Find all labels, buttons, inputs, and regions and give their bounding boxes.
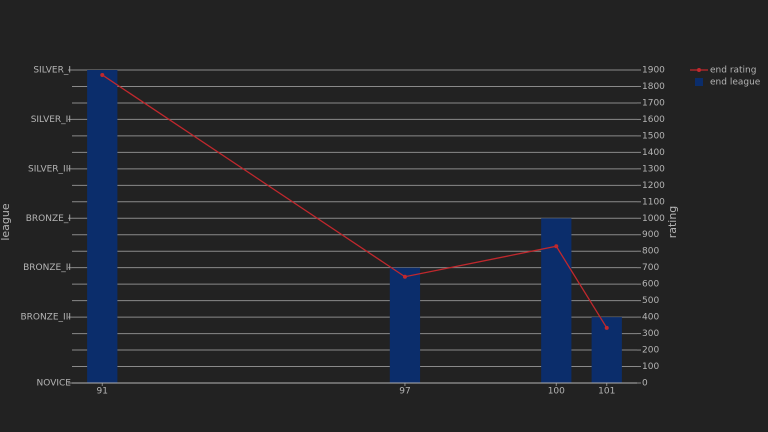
x-tick-label: 91 [97,387,108,397]
y-tick-label: BRONZE_I [26,214,71,224]
line-point [554,244,559,249]
x-tick-label: 100 [548,387,565,397]
y2-tick-label: 1900 [642,66,665,76]
bar [389,267,421,383]
y2-tick-label: 200 [642,346,659,356]
y-tick-label: BRONZE_III [20,313,71,323]
y2-tick-label: 1100 [642,197,665,207]
legend-label: end rating [710,66,756,76]
y2-tick-label: 900 [642,230,659,240]
line-point [100,72,105,77]
y2-tick-label: 1500 [642,131,665,141]
y-tick-label: BRONZE_II [23,263,71,273]
y-tick-label: SILVER_II [31,115,71,125]
line-point [604,325,609,330]
x-tick-label: 101 [598,387,615,397]
y2-tick-label: 100 [642,362,659,372]
legend-swatch [697,68,701,72]
x-tick-label: 97 [399,387,410,397]
y2-axis-title: rating [666,206,679,239]
y2-tick-label: 1700 [642,98,665,108]
y2-tick-label: 700 [642,263,659,273]
y2-tick-label: 1600 [642,115,665,125]
y-tick-label: SILVER_III [28,164,71,174]
y2-tick-label: 1400 [642,148,665,158]
legend-label: end league [710,78,761,88]
bar [87,70,118,383]
y2-tick-label: 1800 [642,82,665,92]
y2-tick-label: 400 [642,313,659,323]
y2-tick-label: 1000 [642,214,665,224]
y2-tick-label: 1200 [642,181,665,191]
y2-tick-label: 500 [642,296,659,306]
line-point [402,274,407,279]
y-tick-label: NOVICE [37,379,72,389]
y2-tick-label: 0 [642,379,648,389]
y2-tick-label: 1300 [642,164,665,174]
y-tick-label: SILVER_I [33,66,71,76]
legend-swatch [695,78,703,86]
y2-tick-label: 300 [642,329,659,339]
y-axis-title: league [0,203,12,241]
line [101,74,608,329]
y2-tick-label: 800 [642,247,659,257]
bar [541,218,572,383]
y2-tick-label: 600 [642,280,659,290]
